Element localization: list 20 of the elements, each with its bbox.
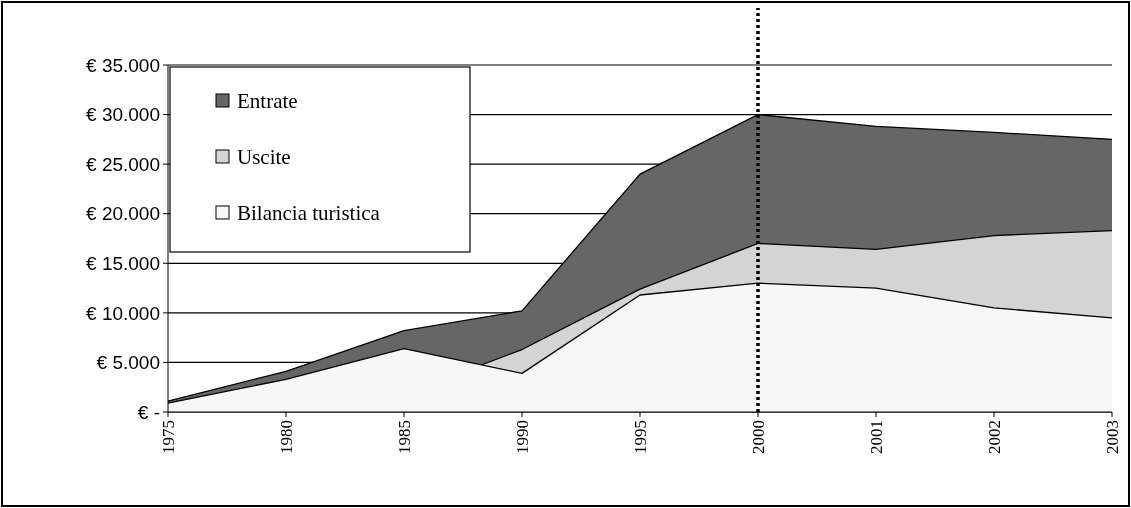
legend-label: Bilancia turistica: [237, 201, 381, 226]
x-tick-label: 1995: [631, 420, 650, 454]
legend-label: Uscite: [237, 145, 291, 170]
x-tick-label: 2001: [867, 420, 886, 454]
y-tick-label: € 20.000: [86, 203, 160, 225]
y-tick-label: € 15.000: [86, 252, 160, 274]
y-tick-label: € -: [137, 401, 160, 423]
x-tick-label: 2003: [1103, 420, 1122, 454]
x-tick-label: 1975: [159, 420, 178, 454]
x-tick-label: 1985: [395, 420, 414, 454]
x-tick-label: 2002: [985, 420, 1004, 454]
y-tick-label: € 35.000: [86, 54, 160, 76]
y-tick-label: € 10.000: [86, 302, 160, 324]
legend-label: Entrate: [237, 89, 298, 114]
x-tick-label: 1980: [277, 420, 296, 454]
x-tick-label: 2000: [749, 420, 768, 454]
y-tick-label: € 25.000: [86, 153, 160, 175]
y-tick-label: € 5.000: [96, 352, 160, 374]
x-tick-label: 1990: [513, 420, 532, 454]
y-tick-label: € 30.000: [86, 104, 160, 126]
